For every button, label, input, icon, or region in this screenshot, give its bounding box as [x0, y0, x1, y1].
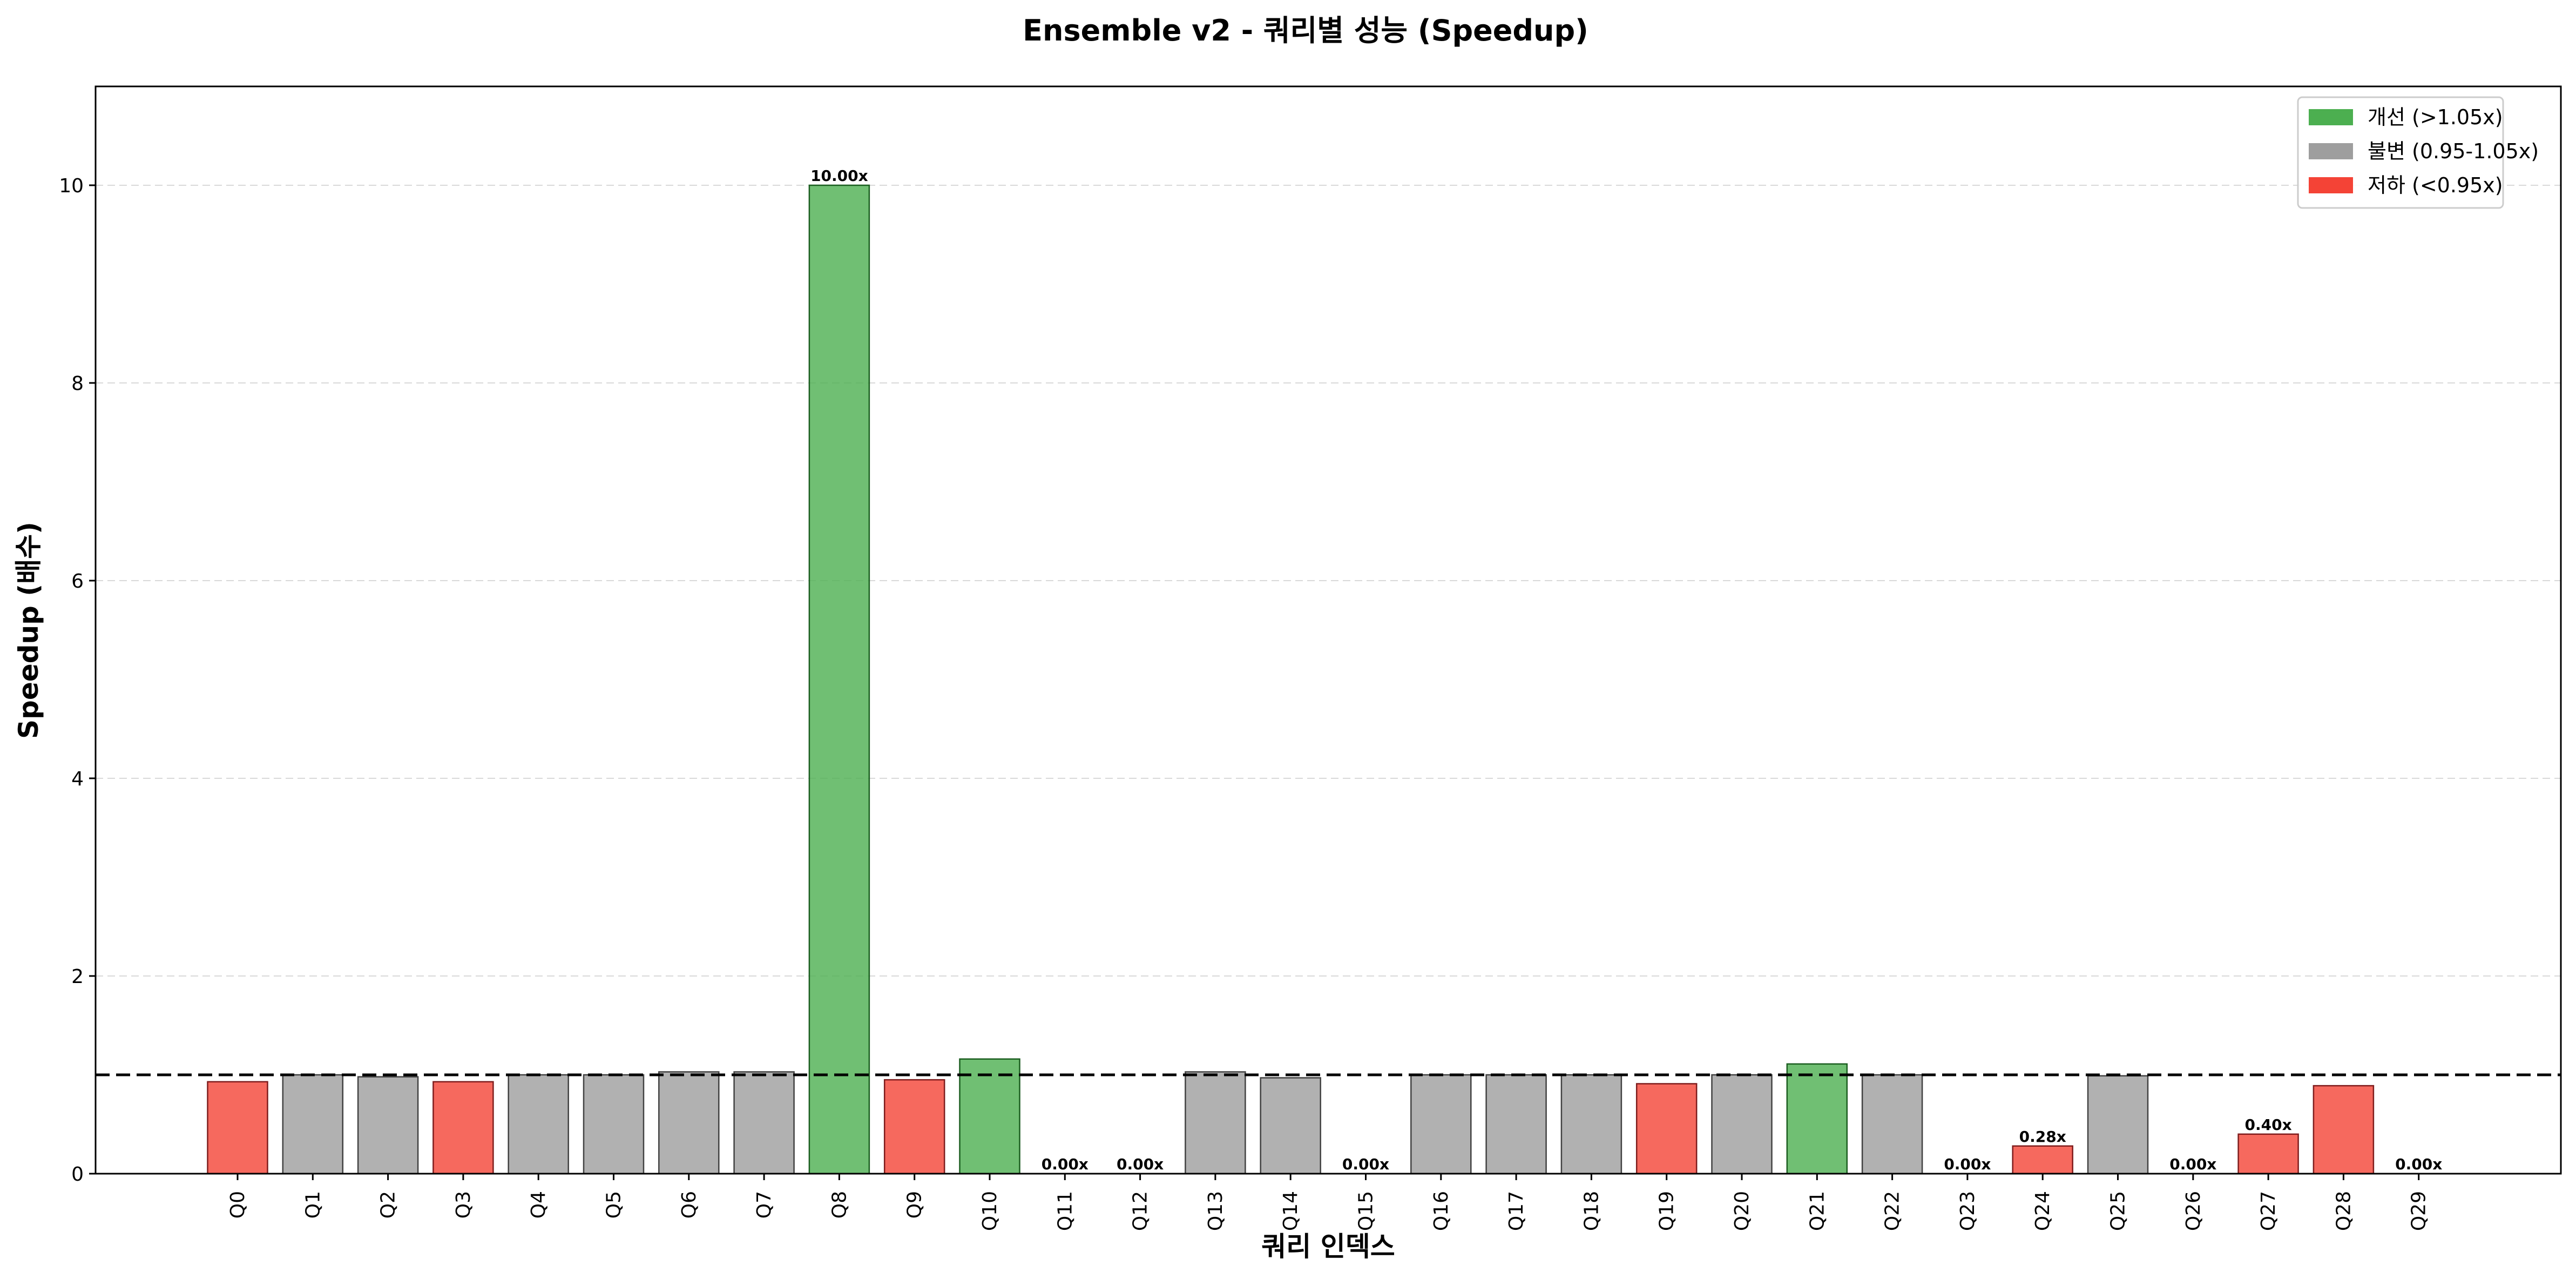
- x-tick-label: Q29: [2408, 1191, 2430, 1231]
- bar-data-label: 0.00x: [1342, 1155, 1389, 1173]
- bar-data-label: 0.00x: [2395, 1155, 2442, 1173]
- bar-data-label: 0.00x: [1944, 1155, 1991, 1173]
- x-tick-label: Q20: [1731, 1191, 1753, 1231]
- bar-q22: [1861, 1074, 1923, 1175]
- x-tick-label: Q2: [377, 1191, 400, 1219]
- x-tick-label: Q6: [678, 1191, 700, 1219]
- x-tick-label: Q23: [1957, 1191, 1979, 1231]
- x-tick-label: Q5: [603, 1191, 625, 1219]
- bar-q16: [1410, 1074, 1472, 1175]
- x-tick-label: Q21: [1806, 1191, 1828, 1231]
- bar-data-label: 0.40x: [2245, 1116, 2292, 1134]
- x-tick-label: Q0: [227, 1191, 249, 1219]
- y-tick-label: 6: [71, 570, 84, 593]
- bar-q27: [2237, 1133, 2299, 1175]
- bar-q2: [357, 1076, 419, 1175]
- x-tick-label: Q27: [2257, 1191, 2280, 1231]
- bar-q21: [1786, 1063, 1848, 1175]
- x-tick-label: Q12: [1130, 1191, 1152, 1231]
- legend: 개선 (>1.05x) 불변 (0.95-1.05x) 저하 (<0.95x): [2297, 96, 2539, 209]
- bar-q18: [1560, 1074, 1622, 1175]
- x-tick-label: Q7: [753, 1191, 775, 1219]
- x-tick-label: Q15: [1355, 1191, 1377, 1231]
- bar-q20: [1711, 1074, 1773, 1175]
- x-tick-label: Q17: [1505, 1191, 1527, 1231]
- bars: [207, 184, 2375, 1175]
- y-tick-label: 2: [71, 966, 84, 988]
- x-tick-label: Q3: [452, 1191, 475, 1219]
- bar-data-label: 0.28x: [2019, 1128, 2066, 1146]
- legend-swatch-degraded: [2309, 177, 2353, 193]
- legend-label-degraded: 저하 (<0.95x): [2368, 173, 2503, 197]
- x-tick-label: Q25: [2107, 1191, 2129, 1231]
- x-tick-label: Q1: [302, 1191, 324, 1219]
- bar-data-label: 0.00x: [1042, 1155, 1088, 1173]
- bar-q4: [508, 1074, 569, 1175]
- bar-q6: [658, 1071, 720, 1175]
- bar-q9: [883, 1079, 945, 1175]
- x-tick-label: Q19: [1656, 1191, 1678, 1231]
- y-tick-label: 8: [71, 373, 84, 395]
- x-tick-label: Q8: [828, 1191, 850, 1219]
- bar-q0: [207, 1081, 268, 1175]
- legend-swatch-improved: [2309, 109, 2353, 125]
- bar-q1: [282, 1074, 344, 1175]
- x-axis-ticks: Q0 Q1 Q2 Q3 Q4 Q5 Q6 Q7 Q8 Q9 Q10 Q11 Q12 Q13 Q14 Q15 Q1…: [227, 1174, 2430, 1231]
- x-tick-label: Q26: [2182, 1191, 2205, 1231]
- x-tick-label: Q28: [2332, 1191, 2355, 1231]
- y-tick-label: 10: [59, 175, 84, 197]
- x-tick-label: Q9: [904, 1191, 926, 1219]
- legend-swatch-unchanged: [2309, 143, 2353, 159]
- bar-q5: [583, 1074, 645, 1175]
- x-tick-label: Q22: [1882, 1191, 1904, 1231]
- x-tick-label: Q13: [1205, 1191, 1227, 1231]
- y-axis-ticks: 0 2 4 6 8 10: [59, 175, 96, 1186]
- y-tick-label: 0: [71, 1163, 84, 1186]
- bar-q13: [1185, 1071, 1246, 1175]
- bar-data-label: 10.00x: [810, 167, 868, 185]
- x-tick-label: Q16: [1430, 1191, 1452, 1231]
- y-tick-label: 4: [71, 768, 84, 790]
- bar-q10: [959, 1058, 1020, 1175]
- bar-q19: [1635, 1083, 1698, 1175]
- bar-data-label: 0.00x: [2169, 1155, 2216, 1173]
- x-axis-label: 쿼리 인덱스: [1261, 1231, 1395, 1262]
- bar-data-label: 0.00x: [1117, 1155, 1164, 1173]
- bar-q7: [733, 1071, 795, 1175]
- legend-label-improved: 개선 (>1.05x): [2368, 105, 2503, 129]
- bar-data-labels: 10.00x 0.00x 0.00x 0.00x 0.00x 0.28x 0.00x 0.40…: [810, 167, 2442, 1173]
- bar-q3: [432, 1081, 494, 1175]
- bar-q14: [1260, 1077, 1321, 1175]
- x-tick-label: Q18: [1580, 1191, 1603, 1231]
- x-tick-label: Q11: [1054, 1191, 1076, 1231]
- x-tick-label: Q4: [528, 1191, 550, 1219]
- chart-title: Ensemble v2 - 쿼리별 성능 (Speedup): [1023, 14, 1588, 48]
- bar-q24: [2012, 1145, 2073, 1175]
- legend-label-unchanged: 불변 (0.95-1.05x): [2368, 139, 2539, 163]
- y-axis-label: Speedup (배수): [13, 522, 44, 739]
- x-tick-label: Q10: [979, 1191, 1001, 1231]
- bar-q8: [808, 184, 870, 1175]
- grid-lines: [96, 185, 2561, 977]
- plot-area-frame: [94, 85, 2562, 1175]
- bar-q25: [2087, 1075, 2149, 1175]
- x-tick-label: Q24: [2032, 1191, 2054, 1231]
- bar-q28: [2313, 1085, 2375, 1175]
- bar-q17: [1485, 1074, 1547, 1175]
- x-tick-label: Q14: [1280, 1191, 1302, 1231]
